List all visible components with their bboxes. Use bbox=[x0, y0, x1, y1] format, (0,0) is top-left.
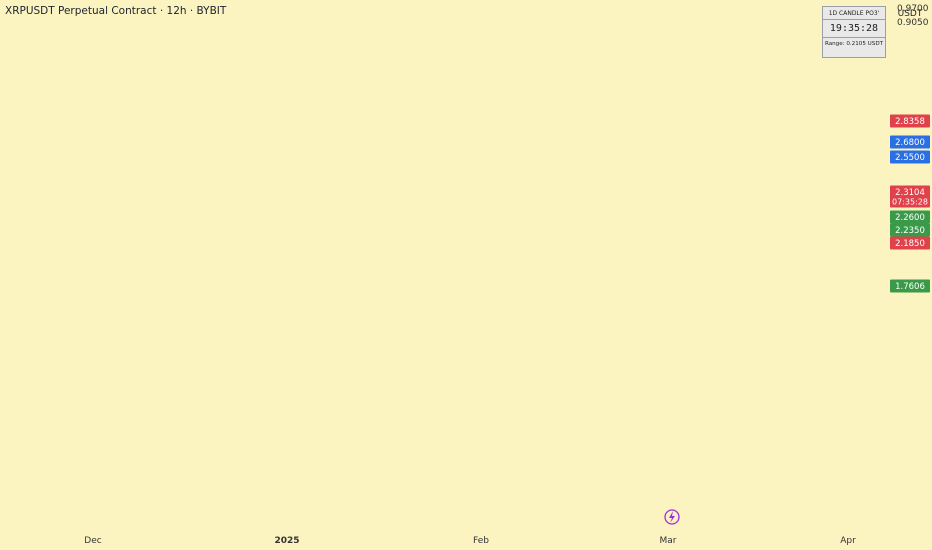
lightning-icon[interactable] bbox=[664, 509, 680, 525]
y-tick-label: 0.9700 bbox=[897, 4, 929, 14]
price-tag-countdown: 07:35:28 bbox=[892, 198, 928, 207]
price-tag bbox=[890, 185, 930, 208]
x-tick-label: 2025 bbox=[274, 536, 299, 546]
currency-button[interactable]: USDT bbox=[897, 9, 923, 19]
x-tick-label: Apr bbox=[840, 536, 856, 546]
price-tag bbox=[890, 135, 930, 149]
price-tag-text: 1.7606 bbox=[895, 282, 925, 292]
x-tick-label: Mar bbox=[660, 536, 677, 546]
widget-range: Range: 0.2105 USDT bbox=[824, 41, 884, 47]
price-tag-text: 2.2350 bbox=[895, 226, 925, 236]
price-tag bbox=[890, 114, 930, 128]
chart-title: XRPUSDT Perpetual Contract · 12h · BYBIT bbox=[5, 5, 227, 17]
price-tag-text: 2.2600 bbox=[895, 213, 925, 223]
price-tag bbox=[890, 236, 930, 250]
time-axis[interactable]: Dec 2025 Feb Mar Apr bbox=[84, 536, 856, 546]
price-tag bbox=[890, 279, 930, 293]
widget-countdown: 19:35:28 bbox=[823, 20, 885, 38]
price-axis[interactable]: 3.60003.20002.40001.80001.65001.50001.40… bbox=[897, 0, 929, 28]
x-tick-label: Dec bbox=[84, 536, 101, 546]
widget-title: 1D CANDLE PO3' bbox=[823, 7, 885, 20]
x-tick-label: Feb bbox=[473, 536, 489, 546]
price-tag-text: 2.5500 bbox=[895, 153, 925, 163]
price-tag-text: 2.6800 bbox=[895, 138, 925, 148]
price-tag-text: 2.1850 bbox=[895, 239, 925, 249]
price-tag bbox=[890, 223, 930, 237]
y-tick-label: 0.9050 bbox=[897, 18, 929, 28]
price-tag-text: 2.3104 bbox=[895, 188, 925, 198]
candle-po3-widget: 1D CANDLE PO3' 19:35:28 Range: 0.2105 US… bbox=[822, 6, 886, 58]
price-tag bbox=[890, 210, 930, 224]
price-tag-text: 2.8358 bbox=[895, 117, 925, 127]
price-tag bbox=[890, 150, 930, 164]
